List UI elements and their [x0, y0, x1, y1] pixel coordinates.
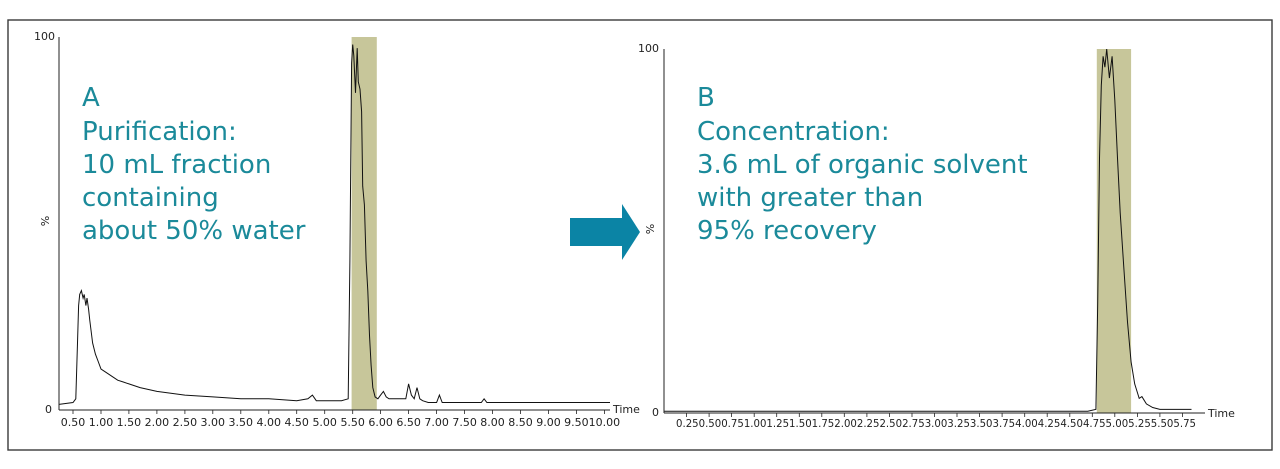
chart-a-x-tick-label: 7.00	[424, 416, 449, 429]
chart-a-x-tick-label: 9.00	[536, 416, 561, 429]
chart-a-x-tick-label: 4.50	[284, 416, 309, 429]
chart-a-y-tick-max: 100	[34, 30, 55, 43]
chart-a-highlight-band	[351, 37, 377, 410]
chart-a-x-tick-label: 2.50	[173, 416, 198, 429]
chart-b-x-tick-labels: 0.250.500.751.001.251.501.752.002.252.50…	[676, 417, 1196, 430]
chart-a-annotation-line-3: 10 mL fraction	[82, 150, 271, 180]
chart-a-x-tick-label: 0.50	[61, 416, 86, 429]
chart-a-x-tick-label: 5.00	[312, 416, 337, 429]
chart-a-annotation: A Purification: 10 mL fraction containin…	[82, 83, 306, 246]
chart-a-x-tick-label: 7.50	[452, 416, 477, 429]
right-arrow-icon	[570, 204, 640, 260]
chart-a-x-tick-label: 8.50	[508, 416, 533, 429]
chart-a: 0.50 1.00 1.50 2.00 2.50 3.00 3.50 4.00 4.50 5.00…	[34, 30, 640, 429]
chart-a-x-axis-label: Time	[612, 403, 640, 416]
chart-a-annotation-line-5: about 50% water	[82, 216, 306, 246]
chart-a-annotation-line-1: A	[82, 83, 100, 113]
chart-b-annotation-line-3: 3.6 mL of organic solvent	[697, 150, 1028, 180]
chart-a-x-tick-label: 6.50	[396, 416, 421, 429]
chart-a-x-tick-label: 3.00	[201, 416, 226, 429]
chart-b-annotation-line-2: Concentration:	[697, 117, 890, 147]
chart-a-x-tick-label: 1.00	[89, 416, 114, 429]
chart-b-x-ticks	[686, 413, 1183, 417]
chart-a-y-tick-min: 0	[45, 403, 52, 416]
chart-b-y-tick-max: 100	[638, 42, 659, 55]
chart-b-x-axis-label: Time	[1207, 407, 1235, 420]
chart-a-x-tick-label: 8.00	[480, 416, 505, 429]
chart-a-y-axis-label: %	[39, 216, 52, 226]
chart-b-series-line	[664, 48, 1192, 412]
chart-a-x-tick-label: 6.00	[368, 416, 393, 429]
chart-a-x-ticks: 0.50 1.00 1.50 2.00 2.50 3.00 3.50 4.00 4.50 5.00…	[61, 410, 620, 429]
chart-b-annotation-line-1: B	[697, 83, 715, 113]
figure-frame	[7, 19, 1273, 451]
chart-b-annotation: B Concentration: 3.6 mL of organic solve…	[697, 83, 1028, 246]
chart-a-x-tick-label: 3.50	[229, 416, 254, 429]
chart-b: 0.250.500.751.001.251.501.752.002.252.50…	[638, 42, 1235, 430]
chart-a-x-tick-label: 5.50	[340, 416, 365, 429]
chart-a-x-tick-label: 10.00	[589, 416, 621, 429]
chart-a-x-tick-label: 1.50	[117, 416, 142, 429]
chart-b-y-axis-label: %	[644, 224, 657, 234]
chart-b-annotation-line-5: 95% recovery	[697, 216, 877, 246]
chart-b-y-tick-min: 0	[652, 406, 659, 419]
chart-a-annotation-line-4: containing	[82, 183, 219, 213]
chart-a-x-tick-label: 2.00	[145, 416, 170, 429]
chart-a-x-tick-label: 4.00	[257, 416, 282, 429]
chart-a-x-tick-label: 9.50	[564, 416, 589, 429]
chart-b-annotation-line-4: with greater than	[697, 183, 923, 213]
chart-a-annotation-line-2: Purification:	[82, 117, 237, 147]
chart-b-highlight-band	[1096, 49, 1132, 413]
chart-a-series-line	[58, 44, 610, 405]
